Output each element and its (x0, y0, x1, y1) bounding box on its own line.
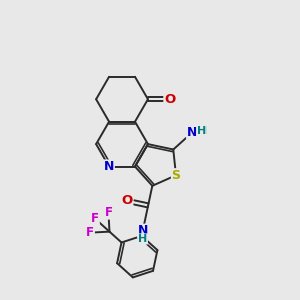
Text: O: O (122, 194, 133, 207)
Text: F: F (86, 226, 94, 239)
Text: F: F (104, 206, 112, 219)
Text: N: N (138, 224, 148, 237)
Text: F: F (91, 212, 99, 225)
Text: N: N (104, 160, 114, 173)
Text: H: H (197, 126, 206, 136)
Text: H: H (138, 234, 147, 244)
Text: O: O (164, 93, 176, 106)
Text: H: H (198, 126, 207, 136)
Text: S: S (172, 169, 181, 182)
Text: N: N (187, 126, 197, 139)
